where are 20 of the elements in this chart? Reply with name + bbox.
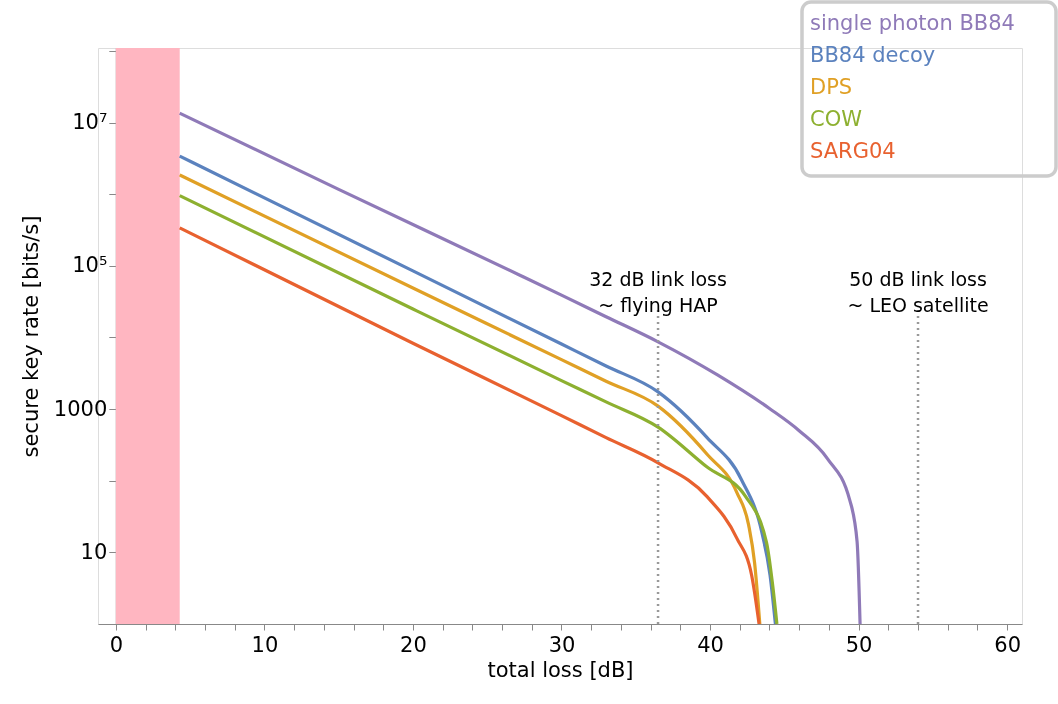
y-tick-label: 10⁵ — [72, 253, 108, 278]
text: COW — [810, 107, 863, 131]
y-tick-label: 10⁷ — [72, 110, 108, 135]
x-tick-label: 50 — [845, 632, 873, 657]
ref-line-label: 50 dB link loss ~ LEO satellite — [847, 267, 989, 316]
y-tick-label: 10 — [80, 539, 108, 564]
text: DPS — [810, 75, 853, 99]
text: SARG04 — [810, 139, 896, 163]
y-tick-label: 1000 — [53, 396, 108, 421]
x-tick-label: 0 — [109, 632, 124, 657]
x-tick-label: 40 — [697, 632, 724, 657]
x-tick-label: 30 — [548, 632, 576, 657]
x-axis-title: total loss [dB] — [487, 657, 634, 682]
text: BB84 decoy — [810, 43, 936, 67]
ref-line-label: 32 dB link loss ~ flying HAP — [589, 267, 727, 316]
y-axis-title: secure key rate [bits/s] — [18, 215, 43, 458]
text: single photon BB84 — [810, 11, 1015, 35]
x-tick-label: 60 — [994, 632, 1022, 657]
x-tick-label: 10 — [251, 632, 279, 657]
x-tick-label: 20 — [400, 632, 427, 657]
